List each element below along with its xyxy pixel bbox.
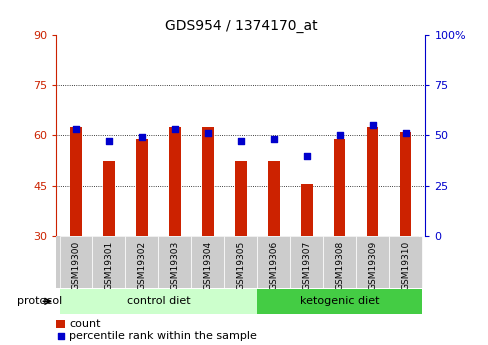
Point (72, 127, 80, 132)
Text: GSM19301: GSM19301 (104, 240, 113, 290)
Text: control diet: control diet (126, 296, 190, 306)
Point (203, 131, 211, 136)
Bar (191, 236, 224, 288)
Text: GSM19306: GSM19306 (269, 240, 278, 290)
Bar (333, 139, 345, 236)
Title: GDS954 / 1374170_at: GDS954 / 1374170_at (164, 19, 317, 33)
Text: GSM19307: GSM19307 (302, 240, 311, 290)
Bar (301, 184, 312, 236)
Bar (267, 161, 279, 236)
Bar (92, 236, 125, 288)
Text: GSM19302: GSM19302 (137, 240, 146, 289)
Bar (224, 236, 257, 288)
Text: count: count (69, 319, 101, 329)
Point (57, 333, 64, 338)
Bar (136, 139, 147, 236)
Text: protocol: protocol (17, 296, 62, 306)
Bar (399, 132, 410, 236)
Text: GSM19309: GSM19309 (367, 240, 376, 290)
Bar (235, 161, 246, 236)
Bar (323, 236, 355, 288)
Point (138, 135, 145, 140)
Text: GSM19310: GSM19310 (400, 240, 409, 290)
Text: GSM19308: GSM19308 (335, 240, 344, 290)
Text: GSM19304: GSM19304 (203, 240, 212, 289)
Bar (60, 236, 92, 288)
Point (401, 131, 409, 136)
Point (368, 122, 376, 128)
Bar (103, 161, 115, 236)
Point (269, 137, 277, 142)
Point (171, 127, 179, 132)
Text: GSM19300: GSM19300 (71, 240, 81, 290)
Point (335, 133, 343, 138)
Bar (70, 127, 81, 236)
Bar (158, 236, 191, 288)
Bar (257, 289, 421, 314)
Bar (366, 127, 378, 236)
Bar (257, 236, 290, 288)
Text: GSM19303: GSM19303 (170, 240, 179, 290)
Text: percentile rank within the sample: percentile rank within the sample (69, 331, 257, 341)
Text: GSM19305: GSM19305 (236, 240, 245, 290)
Bar (169, 127, 180, 236)
Bar (56, 320, 65, 328)
Point (105, 139, 113, 144)
Bar (290, 236, 323, 288)
Bar (388, 236, 421, 288)
Text: ketogenic diet: ketogenic diet (299, 296, 379, 306)
Bar (355, 236, 388, 288)
Bar (125, 236, 158, 288)
Point (236, 139, 244, 144)
Bar (60, 289, 257, 314)
Bar (202, 127, 213, 236)
Point (302, 153, 310, 158)
